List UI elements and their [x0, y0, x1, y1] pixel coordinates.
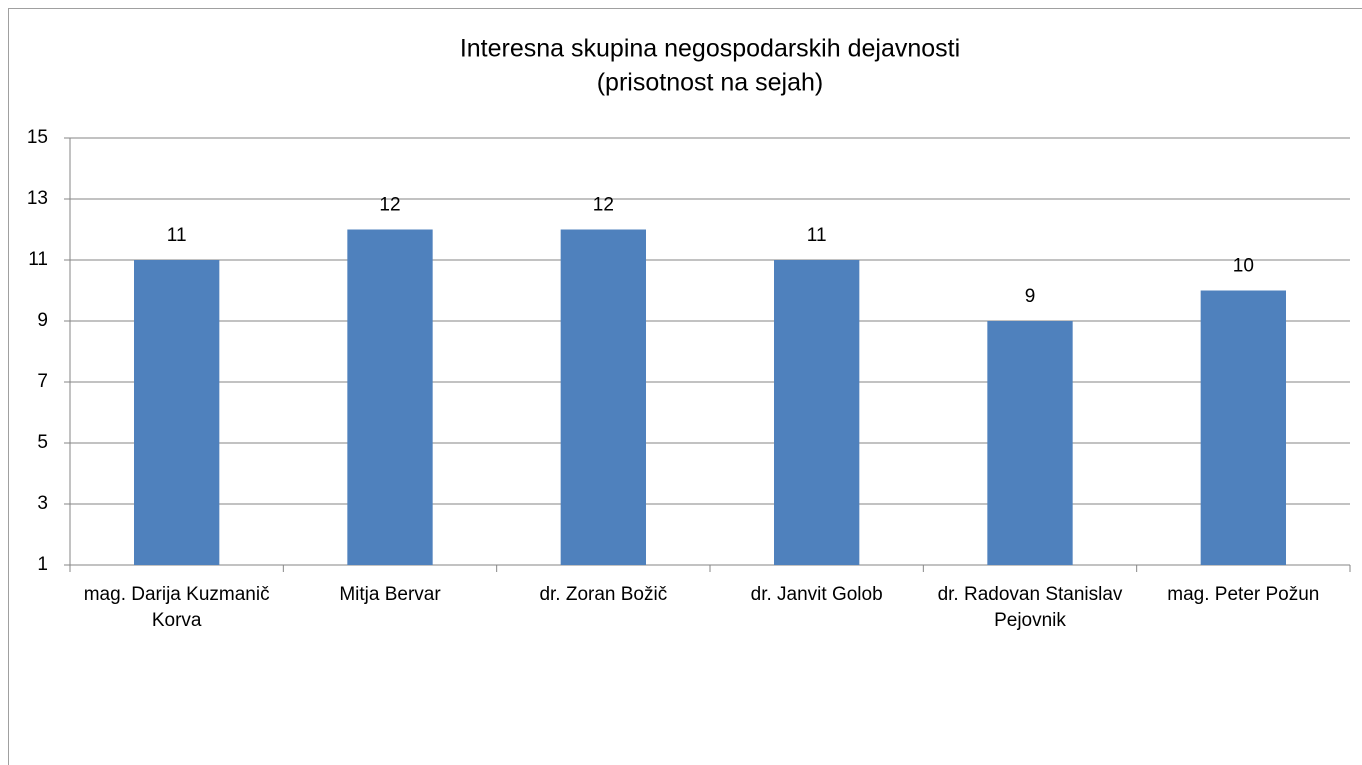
data-label: 10: [1233, 256, 1254, 277]
bar: [347, 229, 433, 565]
bar: [560, 229, 646, 565]
x-tick-label: mag. Darija Kuzmanič Korva: [83, 584, 270, 631]
chart-subtitle: (prisotnost na sejah): [597, 69, 824, 97]
data-label: 11: [167, 225, 187, 246]
y-tick-label: 3: [37, 493, 48, 514]
bar: [987, 321, 1073, 565]
x-tick-label: dr. Janvit Golob: [750, 584, 883, 605]
y-tick-label: 9: [37, 310, 48, 331]
y-tick-label: 15: [27, 127, 48, 148]
bar: [1200, 290, 1286, 565]
y-tick-label: 11: [28, 249, 48, 270]
y-tick-label: 7: [37, 371, 48, 392]
y-tick-label: 5: [37, 432, 48, 453]
x-tick-label: mag. Peter Požun: [1167, 584, 1320, 605]
x-tick-label: dr. Radovan Stanislav Pejovnik: [937, 584, 1123, 631]
data-label: 12: [379, 195, 400, 216]
data-label: 9: [1025, 286, 1036, 307]
data-label: 12: [593, 195, 614, 216]
y-tick-label: 13: [27, 188, 48, 209]
bar: [134, 260, 220, 565]
bar: [774, 260, 860, 565]
x-tick-label: dr. Zoran Božič: [539, 584, 668, 605]
y-tick-label: 1: [37, 554, 48, 575]
chart-title: Interesna skupina negospodarskih dejavno…: [460, 35, 960, 63]
data-label: 11: [807, 225, 827, 246]
chart-border: [8, 8, 1362, 765]
x-tick-label: Mitja Bervar: [339, 584, 441, 605]
